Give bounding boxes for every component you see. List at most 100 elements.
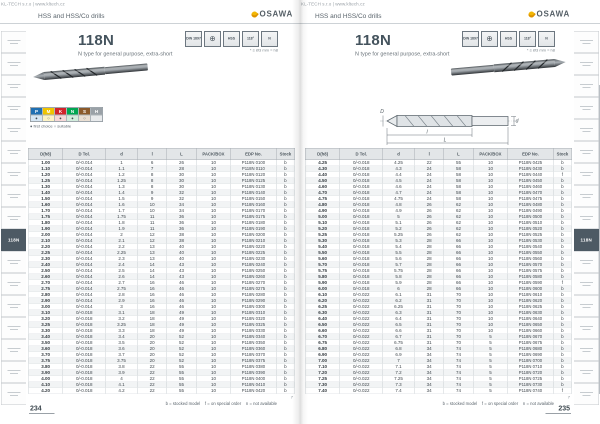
- table-cell: 10: [195, 219, 232, 226]
- table-cell: 0/-0.018: [339, 183, 383, 190]
- table-cell: 2.00: [27, 231, 64, 238]
- din-1897-icon: DIN 1897: [185, 31, 202, 47]
- table-cell: 10: [195, 375, 232, 382]
- table-cell: 0/-0.018: [62, 357, 106, 364]
- table-cell: 3.30: [27, 327, 64, 334]
- table-cell: 4.80: [304, 201, 341, 208]
- table-cell: 0/-0.018: [339, 171, 383, 178]
- table-cell: 0/-0.014: [62, 261, 106, 268]
- table-row: 7.10 0/-0.022 7.1 34 74 5 P118N 0710 b: [304, 363, 573, 370]
- table-row: 5.00 0/-0.018 5 26 62 10 P118N 0500 b: [304, 213, 573, 220]
- footnote-marker: 7: [290, 395, 293, 400]
- table-row: 5.60 0/-0.018 5.6 28 66 10 P118N 0560 b: [304, 255, 573, 262]
- table-cell: 2.60: [27, 273, 64, 280]
- table-cell: 10: [195, 207, 232, 214]
- table-row: 2.90 0/-0.014 2.9 16 46 10 P118N 0290 b: [27, 297, 296, 304]
- table-cell: 10: [195, 339, 232, 346]
- table-cell: 0/-0.018: [339, 243, 383, 250]
- table-cell: 3.75: [27, 357, 64, 364]
- table-cell: 0/-0.014: [62, 249, 106, 256]
- feature-icon-row: DIN 1897 ⊕ HSS 118° N: [185, 31, 278, 47]
- table-cell: b: [552, 297, 573, 304]
- table-cell: 10: [195, 387, 232, 394]
- table-cell: 10: [195, 345, 232, 352]
- table-cell: 0/-0.022: [339, 339, 383, 346]
- material-mark-P: ●: [30, 115, 43, 122]
- index-tab: [574, 163, 599, 185]
- table-cell: 4.75: [304, 195, 341, 202]
- material-application-strip: P M K N S H ● ○ ● ● ○: [30, 107, 103, 122]
- material-group-H: H: [90, 107, 103, 115]
- table-cell: 0/-0.014: [62, 213, 106, 220]
- catalog-page-left: KL-TECH s.r.o | www.kltech.cz HSS and HS…: [0, 0, 300, 424]
- stock-legend: b = stocked model f = on special order n…: [165, 401, 277, 406]
- table-row: 3.50 0/-0.018 3.5 20 52 10 P118N 0350 b: [27, 339, 296, 346]
- material-legend: ● first choice ○ suitable: [30, 124, 72, 129]
- table-row: 4.75 0/-0.018 4.75 24 58 10 P118N 0475 b: [304, 195, 573, 202]
- table-row: 5.80 0/-0.018 5.8 28 66 10 P118N 0580 b: [304, 273, 573, 280]
- table-cell: 6.1: [382, 291, 415, 298]
- table-cell: b: [552, 351, 573, 358]
- table-cell: 2.10: [27, 237, 64, 244]
- col-header: D Tol.: [62, 148, 106, 160]
- table-cell: b: [552, 219, 573, 226]
- table-cell: b: [552, 267, 573, 274]
- category-title: HSS and HSS/Co drills: [315, 12, 382, 20]
- table-cell: b: [275, 243, 296, 250]
- table-cell: 3.25: [105, 321, 138, 328]
- header-divider: [0, 23, 300, 24]
- table-cell: 0/-0.018: [339, 249, 383, 256]
- table-cell: 0/-0.018: [339, 213, 383, 220]
- col-header: PACK/BOX: [472, 148, 509, 160]
- table-cell: 0/-0.018: [339, 285, 383, 292]
- table-row: 3.75 0/-0.018 3.75 20 52 10 P118N 0375 b: [27, 357, 296, 364]
- table-cell: 1.75: [105, 213, 138, 220]
- table-row: 2.40 0/-0.014 2.4 14 43 10 P118N 0240 b: [27, 261, 296, 268]
- table-cell: 10: [195, 201, 232, 208]
- table-row: 3.30 0/-0.018 3.3 18 49 10 P118N 0330 b: [27, 327, 296, 334]
- table-cell: 0/-0.022: [339, 297, 383, 304]
- table-cell: b: [552, 177, 573, 184]
- table-cell: 3.50: [27, 339, 64, 346]
- index-tab: [1, 295, 26, 317]
- table-cell: 2.5: [105, 267, 138, 274]
- table-row: 4.70 0/-0.018 4.7 24 58 10 P118N 0470 b: [304, 189, 573, 196]
- table-cell: 3.7: [105, 351, 138, 358]
- table-cell: 0/-0.018: [62, 309, 106, 316]
- table-row: 6.40 0/-0.022 6.4 31 70 10 P118N 0640 b: [304, 315, 573, 322]
- table-cell: 6.60: [304, 327, 341, 334]
- table-cell: 0/-0.014: [62, 285, 106, 292]
- index-tab: [1, 163, 26, 185]
- table-cell: 0/-0.018: [62, 387, 106, 394]
- table-cell: 3.70: [27, 351, 64, 358]
- table-cell: 0/-0.014: [62, 201, 106, 208]
- table-cell: 5: [472, 339, 509, 346]
- table-row: 5.25 0/-0.018 5.25 26 62 10 P118N 0525 b: [304, 231, 573, 238]
- osawa-leaf-icon: [527, 10, 536, 19]
- table-cell: b: [552, 273, 573, 280]
- table-cell: 6.40: [304, 315, 341, 322]
- table-cell: 34: [414, 387, 445, 394]
- table-cell: b: [552, 249, 573, 256]
- table-cell: 5.40: [304, 243, 341, 250]
- table-row: 6.00 0/-0.018 6 28 66 10 P118N 0600 b: [304, 285, 573, 292]
- table-cell: 10: [195, 315, 232, 322]
- table-cell: 6: [382, 285, 415, 292]
- dim-label-L: L: [444, 138, 447, 144]
- index-tab: [574, 295, 599, 317]
- table-cell: b: [552, 201, 573, 208]
- index-tab: [1, 383, 26, 405]
- table-cell: b: [275, 387, 296, 394]
- table-cell: 10: [472, 291, 509, 298]
- dimension-diagram: l L d D: [380, 107, 520, 150]
- table-cell: 2.80: [27, 291, 64, 298]
- brand-logo: OSAWA: [250, 10, 293, 19]
- table-cell: 10: [472, 315, 509, 322]
- table-cell: P118N 0740: [507, 387, 554, 394]
- table-cell: 10: [195, 183, 232, 190]
- table-cell: 10: [472, 303, 509, 310]
- table-cell: b: [275, 363, 296, 370]
- table-cell: 0/-0.014: [62, 231, 106, 238]
- publisher-url: KL-TECH s.r.o | www.kltech.cz: [301, 1, 365, 7]
- table-cell: 2.6: [105, 273, 138, 280]
